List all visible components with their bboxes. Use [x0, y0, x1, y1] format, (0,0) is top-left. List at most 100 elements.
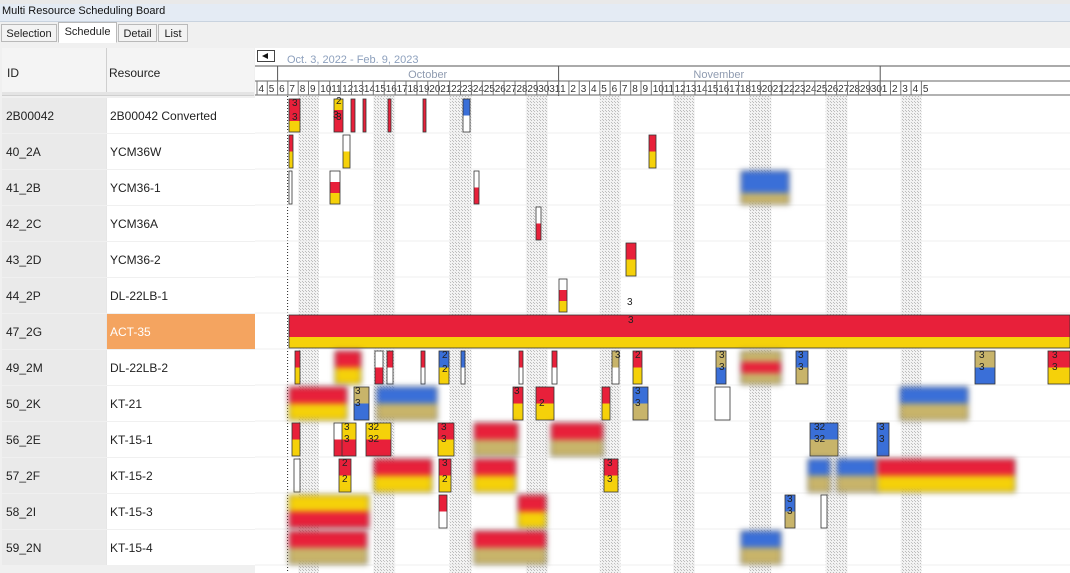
job-segment[interactable] — [289, 135, 293, 152]
row-id-cell[interactable]: 47_2G — [2, 314, 106, 349]
row-resource-cell[interactable]: 2B00042 Converted — [106, 98, 255, 133]
job-segment[interactable] — [438, 439, 454, 457]
tab-detail[interactable]: Detail — [118, 24, 157, 42]
job-segment[interactable] — [649, 151, 656, 169]
job-segment[interactable] — [821, 495, 827, 528]
job-segment[interactable] — [649, 135, 656, 152]
row-resource-cell[interactable]: YCM36-1 — [106, 170, 255, 205]
job-segment[interactable] — [741, 351, 781, 362]
job-segment[interactable] — [292, 439, 300, 457]
job-segment[interactable] — [374, 475, 432, 493]
job-segment[interactable] — [439, 367, 449, 385]
job-segment[interactable] — [612, 351, 619, 368]
job-segment[interactable] — [785, 495, 795, 512]
job-segment[interactable] — [474, 475, 516, 493]
row-id-cell[interactable]: 42_2C — [2, 206, 106, 241]
job-segment[interactable] — [559, 290, 567, 301]
row-resource-cell[interactable]: DL-22LB-1 — [106, 278, 255, 313]
job-segment[interactable] — [388, 99, 391, 132]
job-segment[interactable] — [292, 423, 300, 440]
job-segment[interactable] — [289, 315, 1070, 326]
job-segment[interactable] — [330, 193, 340, 204]
job-segment[interactable] — [518, 511, 546, 529]
job-segment[interactable] — [633, 367, 642, 385]
resource-row[interactable]: 59_2N KT-15-4 — [2, 530, 255, 565]
job-segment[interactable] — [387, 351, 393, 368]
job-segment[interactable] — [334, 99, 343, 110]
job-segment[interactable] — [439, 459, 451, 476]
job-segment[interactable] — [343, 151, 350, 169]
column-divider[interactable] — [106, 48, 107, 95]
row-resource-cell[interactable]: YCM36A — [106, 206, 255, 241]
resource-row[interactable]: 47_2G ACT-35 — [2, 314, 255, 349]
job-segment[interactable] — [513, 387, 523, 404]
job-segment[interactable] — [343, 135, 350, 152]
job-segment[interactable] — [289, 403, 347, 421]
job-segment[interactable] — [810, 439, 838, 457]
row-id-cell[interactable]: 57_2F — [2, 458, 106, 493]
job-segment[interactable] — [551, 439, 603, 457]
row-resource-cell[interactable]: KT-21 — [106, 386, 255, 421]
job-segment[interactable] — [334, 110, 343, 121]
job-segment[interactable] — [295, 351, 300, 368]
job-segment[interactable] — [421, 351, 425, 368]
resource-row[interactable]: 40_2A YCM36W — [2, 134, 255, 169]
job-segment[interactable] — [612, 367, 619, 385]
job-segment[interactable] — [289, 337, 1070, 348]
job-segment[interactable] — [837, 475, 877, 493]
resource-row[interactable]: 57_2F KT-15-2 — [2, 458, 255, 493]
job-segment[interactable] — [552, 351, 557, 368]
row-resource-cell[interactable]: KT-15-2 — [106, 458, 255, 493]
job-segment[interactable] — [975, 367, 995, 385]
job-segment[interactable] — [519, 367, 523, 385]
job-segment[interactable] — [289, 121, 300, 132]
job-segment[interactable] — [536, 403, 554, 421]
row-id-cell[interactable]: 56_2E — [2, 422, 106, 457]
job-segment[interactable] — [837, 459, 877, 476]
row-resource-cell[interactable]: KT-15-3 — [106, 494, 255, 529]
row-resource-cell[interactable]: DL-22LB-2 — [106, 350, 255, 385]
job-segment[interactable] — [438, 423, 454, 440]
job-segment[interactable] — [551, 423, 603, 440]
job-segment[interactable] — [374, 459, 432, 476]
job-segment[interactable] — [741, 193, 789, 204]
row-id-cell[interactable]: 59_2N — [2, 530, 106, 565]
job-segment[interactable] — [1048, 351, 1070, 368]
row-id-cell[interactable]: 40_2A — [2, 134, 106, 169]
job-segment[interactable] — [335, 367, 361, 385]
job-segment[interactable] — [559, 301, 567, 312]
resource-row[interactable]: 50_2K KT-21 — [2, 386, 255, 421]
job-segment[interactable] — [421, 367, 425, 385]
job-segment[interactable] — [463, 99, 470, 116]
job-segment[interactable] — [741, 182, 789, 193]
job-segment[interactable] — [741, 362, 781, 373]
job-segment[interactable] — [474, 439, 518, 457]
job-segment[interactable] — [330, 171, 340, 182]
job-segment[interactable] — [715, 387, 730, 420]
job-segment[interactable] — [289, 171, 292, 204]
job-segment[interactable] — [513, 403, 523, 421]
row-resource-cell[interactable]: YCM36W — [106, 134, 255, 169]
job-segment[interactable] — [289, 110, 300, 121]
row-id-cell[interactable]: 43_2D — [2, 242, 106, 277]
job-segment[interactable] — [1048, 367, 1070, 385]
row-id-cell[interactable]: 58_2I — [2, 494, 106, 529]
row-id-cell[interactable]: 44_2P — [2, 278, 106, 313]
job-segment[interactable] — [633, 387, 648, 404]
job-segment[interactable] — [536, 223, 541, 241]
resource-row[interactable]: 41_2B YCM36-1 — [2, 170, 255, 205]
job-segment[interactable] — [363, 99, 366, 132]
job-segment[interactable] — [366, 423, 391, 440]
job-segment[interactable] — [741, 547, 781, 565]
job-segment[interactable] — [474, 531, 546, 548]
job-segment[interactable] — [289, 511, 369, 529]
job-segment[interactable] — [602, 387, 610, 404]
job-segment[interactable] — [474, 547, 546, 565]
row-resource-cell[interactable]: KT-15-1 — [106, 422, 255, 457]
job-segment[interactable] — [351, 115, 355, 133]
job-segment[interactable] — [377, 387, 437, 404]
job-segment[interactable] — [900, 403, 968, 421]
job-segment[interactable] — [604, 475, 618, 493]
job-segment[interactable] — [796, 367, 808, 385]
job-segment[interactable] — [741, 171, 789, 182]
